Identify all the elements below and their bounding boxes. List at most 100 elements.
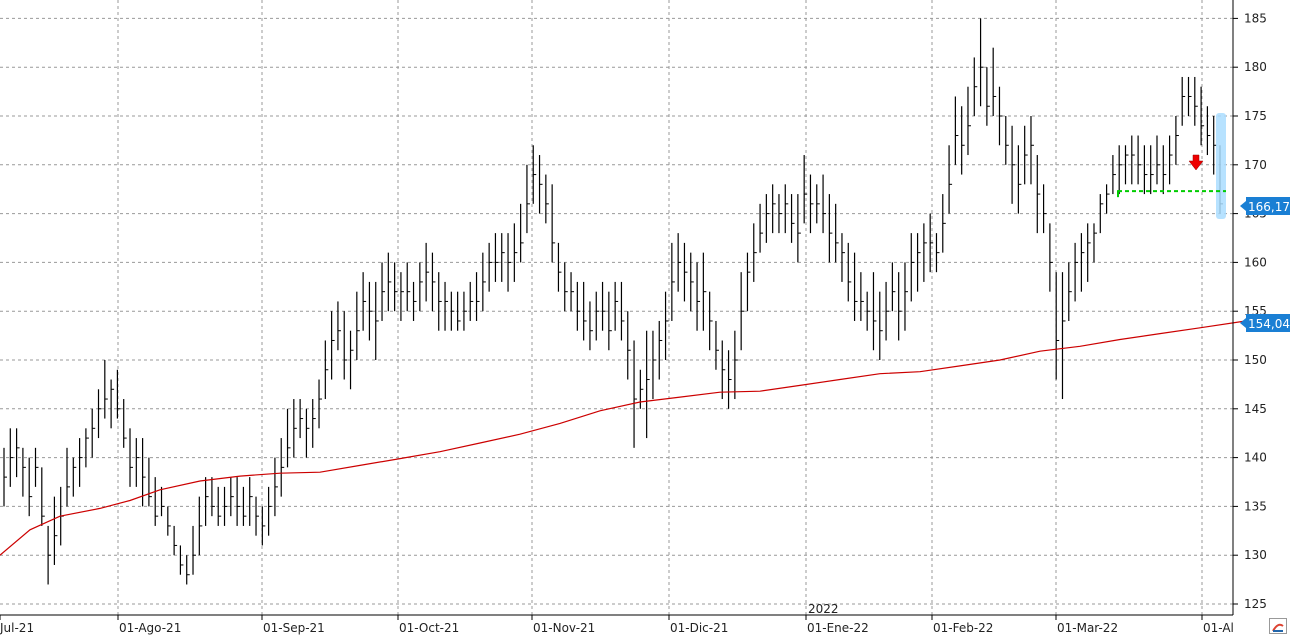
ohlc-bar (753, 223, 757, 282)
ohlc-bar (387, 252, 392, 312)
ohlc-bar (740, 272, 745, 351)
ohlc-bar (1024, 125, 1028, 185)
ohlc-bar (501, 233, 505, 282)
y-tick-label: 135 (1244, 499, 1267, 513)
ohlc-bar (375, 281, 379, 360)
ohlc-bar (601, 281, 606, 331)
moving-average (0, 320, 1249, 556)
ohlc-bar (1105, 184, 1110, 214)
ohlc-bar (727, 350, 732, 409)
ohlc-bar (595, 291, 600, 341)
ohlc-bar (475, 272, 480, 321)
ohlc-bar (34, 447, 39, 487)
ohlc-bar (721, 340, 726, 400)
ohlc-bar (154, 477, 159, 526)
ohlc-bar (3, 447, 7, 507)
ohlc-bar (1011, 125, 1016, 204)
ohlc-bar (538, 155, 543, 214)
ohlc-bar (916, 233, 921, 292)
ohlc-bar (53, 496, 58, 565)
ohlc-bar (268, 486, 272, 536)
ohlc-bar (198, 496, 203, 556)
ohlc-bar (633, 340, 638, 448)
ohlc-bar (104, 360, 108, 419)
ohlc-bar (406, 262, 411, 312)
y-tick-label: 175 (1244, 109, 1267, 123)
ohlc-bar (746, 252, 751, 312)
ohlc-bar (709, 291, 713, 351)
ohlc-bar (223, 486, 228, 526)
x-tick-label: 01-Sep-21 (263, 621, 325, 635)
grid-lines (0, 0, 1233, 615)
logo-icon (1269, 618, 1287, 634)
price-label-pointer (1240, 201, 1246, 211)
ohlc-bar (1074, 242, 1079, 302)
ohlc-bar (954, 96, 959, 165)
ohlc-bar (847, 242, 852, 302)
x-tick-label: 01-Nov-21 (533, 621, 595, 635)
ohlc-bar (734, 330, 738, 400)
ohlc-bar (948, 145, 953, 214)
ohlc-bar (299, 399, 304, 439)
ohlc-bar (885, 281, 890, 341)
ohlc-bar (337, 301, 341, 351)
ohlc-bar (784, 184, 789, 234)
ohlc-bar (671, 242, 675, 321)
y-tick-label: 185 (1244, 11, 1267, 25)
ohlc-bar (280, 438, 285, 497)
ohlc-bar (381, 262, 386, 321)
ohlc-bar (683, 242, 688, 302)
y-tick-label: 160 (1244, 255, 1267, 269)
x-tick-label: -Jul-21 (0, 621, 34, 635)
ohlc-bar (211, 477, 215, 517)
x-tick-label: 01-Oct-21 (399, 621, 459, 635)
ohlc-bar (1206, 106, 1211, 156)
ma-label: 154,04 (1248, 317, 1290, 331)
ohlc-bar (438, 272, 442, 331)
ohlc-bar (828, 194, 833, 263)
ohlc-bar (1099, 194, 1104, 234)
y-tick-label: 180 (1244, 60, 1267, 74)
ohlc-bar (759, 203, 764, 253)
ohlc-bar (230, 477, 234, 517)
ohlc-bar (570, 272, 575, 312)
ohlc-bar (179, 545, 184, 575)
ohlc-bar (646, 330, 650, 439)
x-tick-label: 01-Feb-22 (933, 621, 993, 635)
ohlc-bar (41, 467, 45, 526)
ohlc-bar (457, 291, 461, 331)
ohlc-bar (123, 399, 127, 448)
ohlc-bar (22, 447, 26, 497)
ohlc-bar (1005, 116, 1009, 165)
ohlc-bar (935, 233, 940, 273)
ohlc-bar (608, 291, 612, 351)
year-label: 2022 (808, 602, 839, 616)
ohlc-bar (217, 486, 222, 526)
ohlc-bar (853, 252, 858, 321)
ohlc-bar (1036, 155, 1041, 234)
ohlc-bar (1181, 76, 1186, 126)
ohlc-bar (652, 330, 656, 400)
ohlc-bar (910, 233, 915, 302)
ohlc-bar (513, 223, 518, 282)
ohlc-bar (116, 369, 121, 419)
price-label-box (1246, 197, 1290, 215)
ohlc-bar (1030, 116, 1034, 185)
ohlc-bar (658, 320, 663, 380)
ohlc-bar (356, 291, 360, 360)
ohlc-bar (91, 408, 96, 458)
ohlc-bar (696, 262, 701, 331)
ohlc-bar (816, 184, 820, 224)
ohlc-bar (627, 311, 631, 380)
ohlc-bar (841, 233, 845, 282)
moving-average-line (0, 320, 1249, 556)
ohlc-bar (97, 389, 102, 439)
ohlc-bar (923, 223, 927, 282)
ohlc-bar (186, 555, 190, 585)
ohlc-bar (1162, 145, 1167, 195)
ohlc-bar (249, 477, 253, 526)
ohlc-bar (129, 428, 134, 487)
ohlc-bar (394, 262, 398, 312)
ohlc-bar (343, 311, 348, 380)
ohlc-bar (16, 428, 20, 478)
